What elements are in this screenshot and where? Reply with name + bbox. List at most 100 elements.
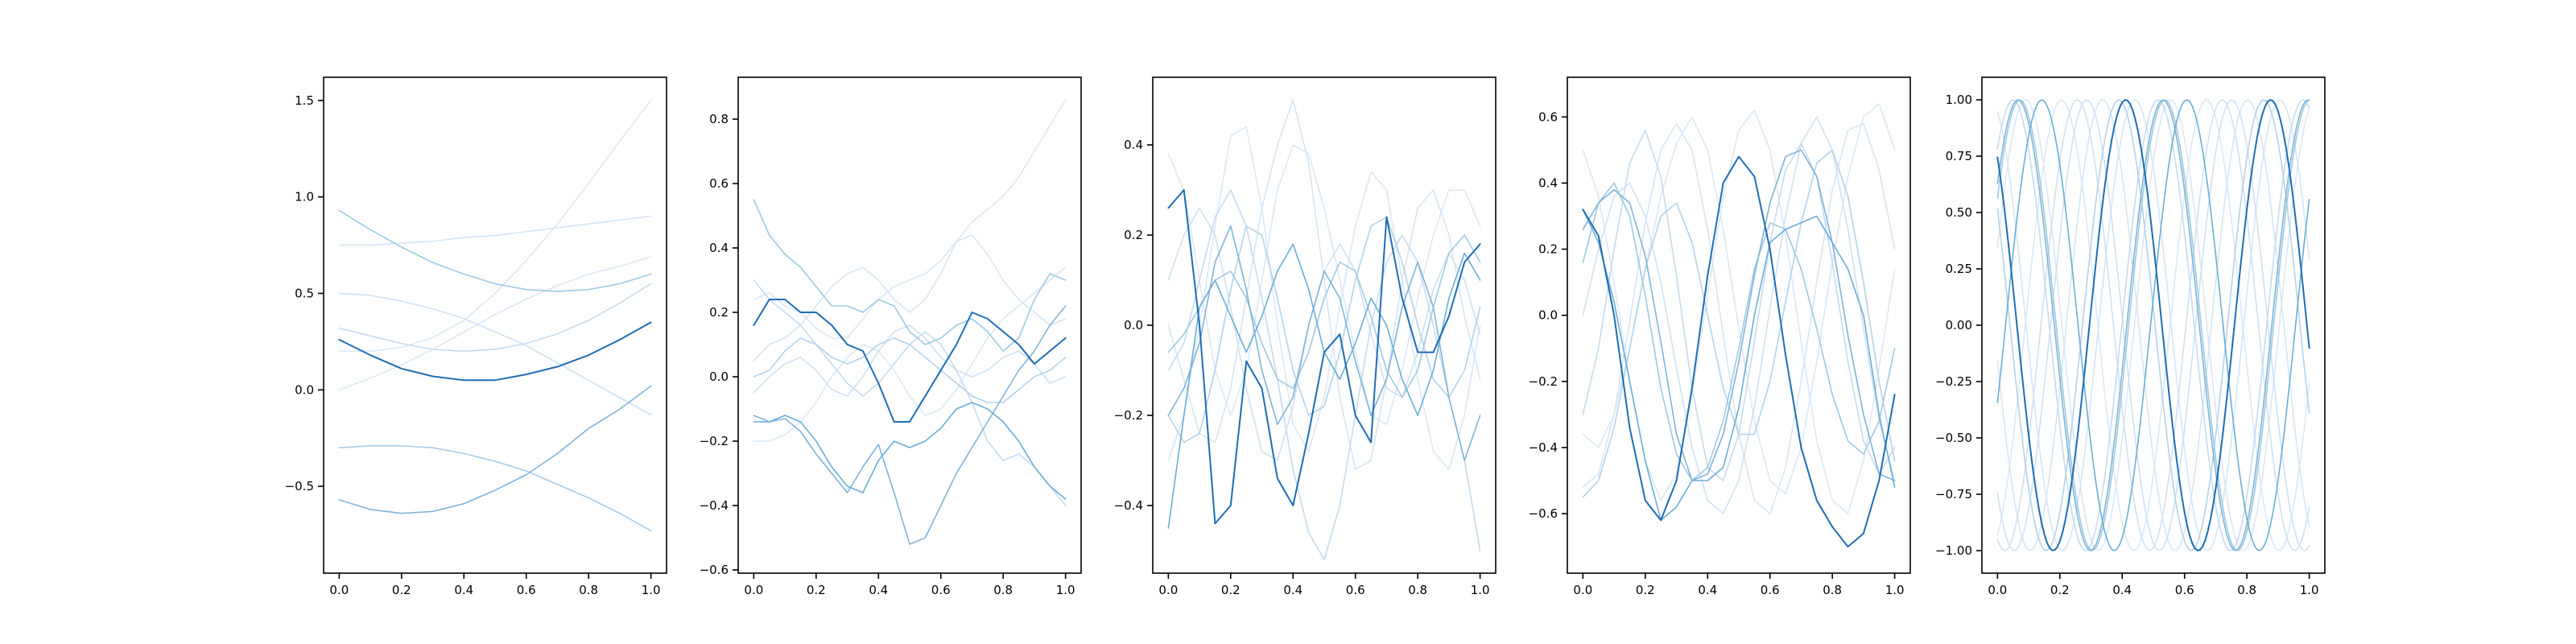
y-tick-label: −0.25: [1935, 374, 1972, 389]
series-group: [338, 99, 652, 532]
y-tick-label: 0.6: [709, 176, 729, 191]
x-tick-label: 0.2: [2050, 583, 2070, 597]
x-tick-label: 0.0: [329, 583, 349, 597]
x-tick-label: 0.4: [1283, 583, 1302, 597]
y-tick-label: 0.5: [295, 286, 314, 300]
y-tick-label: 0.0: [295, 382, 314, 397]
axes-frame: [1567, 76, 1911, 574]
series-line-2: [753, 266, 1067, 442]
x-tick-label: 0.8: [2237, 583, 2256, 597]
chart-panel-3: 0.0 0.2 0.4 0.6 0.8 1.0 −0.4 −0.2 0.0 0.2 0.4: [1114, 76, 1496, 597]
series-line-5: [1996, 99, 2310, 551]
x-tick-label: 0.8: [1408, 583, 1427, 597]
series-line-6: [753, 337, 1067, 403]
series-line-2: [1582, 109, 1896, 514]
series-line-9: [753, 402, 1067, 500]
series-line-6: [338, 445, 652, 532]
series-line-3: [338, 215, 652, 246]
series-line-9: [1996, 99, 2310, 551]
series-line-6: [1582, 149, 1896, 498]
series-line-6: [1996, 99, 2310, 551]
x-tick-label: 0.4: [454, 583, 473, 597]
chart-panel-2: 0.0 0.2 0.4 0.6 0.8 1.0 −0.6 −0.4 −0.2 0.0 0.2 0.4 0…: [700, 76, 1082, 597]
series-line-5: [753, 279, 1067, 506]
series-line-2: [1167, 126, 1481, 470]
series-group: [1996, 99, 2310, 551]
y-tick-label: 0.0: [1124, 318, 1143, 332]
x-tick-label: 0.2: [1636, 583, 1655, 597]
y-tick-label: −0.2: [1529, 374, 1558, 389]
chart-panel-5: 0.0 0.2 0.4 0.6 0.8 1.0 −1.00 −0.75 −0.50 −0.25 0.…: [1935, 76, 2326, 597]
x-tick-label: 1.0: [1056, 583, 1075, 597]
x-tick-label: 0.0: [1573, 583, 1592, 597]
series-line-5: [338, 283, 652, 353]
series-line-8: [753, 305, 1067, 545]
y-tick-label: 0.00: [1946, 318, 1972, 332]
series-line-10: [1167, 189, 1481, 525]
x-tick-label: 0.2: [1221, 583, 1241, 597]
chart-panel-4: 0.0 0.2 0.4 0.6 0.8 1.0 −0.6 −0.4 −0.2 0.0 0.2 0.4 0…: [1529, 76, 1911, 597]
x-tick-label: 1.0: [642, 583, 661, 597]
series-line-10: [1996, 99, 2310, 551]
y-tick-label: −0.6: [1529, 506, 1558, 521]
series-line-4: [1582, 116, 1896, 514]
series-group: [753, 99, 1067, 545]
y-tick-label: −0.2: [1114, 408, 1143, 423]
series-line-3: [1996, 99, 2310, 551]
x-tick-label: 0.0: [744, 583, 763, 597]
series-line-4: [1167, 207, 1481, 461]
series-line-6: [1167, 216, 1481, 444]
y-tick-label: 0.6: [1538, 109, 1558, 124]
series-line-2: [338, 99, 652, 353]
x-tick-label: 1.0: [2300, 583, 2319, 597]
series-line-10: [1582, 155, 1896, 548]
y-tick-label: 0.25: [1946, 262, 1972, 276]
x-tick-label: 1.0: [1885, 583, 1905, 597]
y-tick-label: −0.75: [1935, 487, 1972, 502]
axes-frame: [737, 76, 1082, 574]
series-line-1: [1167, 144, 1481, 425]
series-line-9: [1582, 208, 1896, 522]
series-line-3: [1167, 99, 1481, 470]
series-line-7: [753, 199, 1067, 352]
x-tick-label: 0.6: [1761, 583, 1780, 597]
y-tick-label: −0.4: [1529, 440, 1558, 455]
series-line-8: [1167, 225, 1481, 461]
x-tick-label: 0.4: [1698, 583, 1717, 597]
x-tick-label: 1.0: [1471, 583, 1490, 597]
y-tick-label: −0.4: [700, 498, 729, 513]
series-line-7: [1582, 182, 1896, 481]
y-tick-label: 0.2: [1538, 242, 1558, 257]
y-tick-label: 0.4: [709, 241, 729, 255]
x-tick-label: 0.8: [993, 583, 1013, 597]
y-tick-label: 1.00: [1946, 93, 1972, 107]
series-line-3: [753, 234, 1067, 361]
x-tick-label: 0.4: [869, 583, 888, 597]
series-line-9: [338, 321, 652, 382]
series-line-2: [1996, 99, 2310, 551]
y-tick-label: 0.75: [1946, 149, 1972, 163]
series-line-10: [753, 299, 1067, 423]
series-line-1: [753, 99, 1067, 339]
series-line-11: [1996, 99, 2310, 551]
y-tick-label: −1.00: [1935, 543, 1972, 558]
y-tick-label: 0.8: [709, 112, 729, 126]
series-line-7: [1996, 99, 2310, 551]
y-tick-label: −0.2: [700, 434, 729, 448]
x-tick-label: 0.0: [1158, 583, 1178, 597]
x-tick-label: 0.6: [931, 583, 951, 597]
y-tick-label: 0.0: [1538, 308, 1558, 323]
y-tick-label: 1.5: [295, 93, 314, 108]
chart-panel-1: 0.0 0.2 0.4 0.6 0.8 1.0 −0.5 0.0 0.5 1.0 1.5: [285, 76, 667, 597]
x-tick-label: 0.6: [2175, 583, 2194, 597]
series-group: [1582, 103, 1896, 548]
series-line-9: [1167, 243, 1481, 529]
series-line-1: [338, 256, 652, 391]
x-tick-label: 0.6: [517, 583, 536, 597]
series-line-12: [1996, 99, 2310, 551]
x-tick-label: 0.6: [1346, 583, 1365, 597]
series-line-4: [1996, 99, 2310, 551]
series-group: [1167, 99, 1481, 560]
x-tick-label: 0.0: [1988, 583, 2007, 597]
